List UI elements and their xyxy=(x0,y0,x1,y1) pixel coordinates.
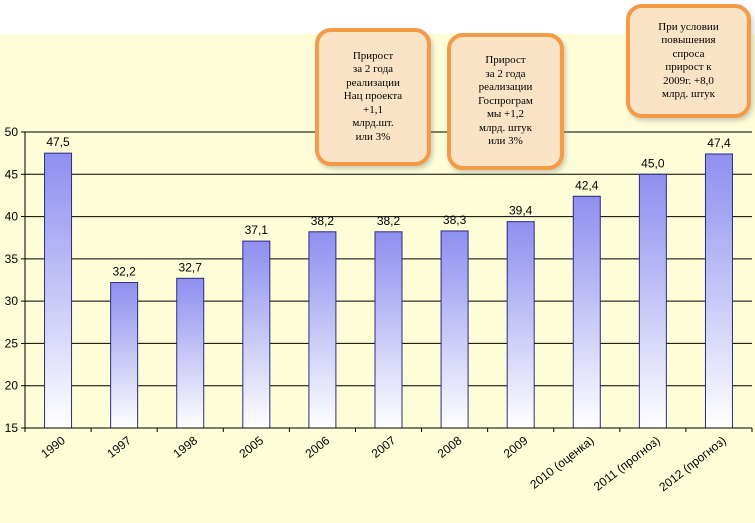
data-label: 38,2 xyxy=(311,214,335,228)
x-tick-label: 2008 xyxy=(435,433,465,461)
y-tick-label: 25 xyxy=(5,336,19,350)
bar-2006 xyxy=(308,231,337,429)
callout-nat-project: Прирост за 2 года реализации Нац проекта… xyxy=(315,28,431,166)
y-tick-label: 40 xyxy=(5,210,19,224)
data-label: 32,2 xyxy=(112,265,136,279)
x-tick-label: 2010 (оценка) xyxy=(527,433,596,491)
bar-1990 xyxy=(44,152,73,429)
callout-state-program: Прирост за 2 года реализации Госпрограм … xyxy=(447,33,564,170)
x-tick-label: 1997 xyxy=(104,433,134,461)
x-tick-label: 2007 xyxy=(369,433,399,461)
y-tick-label: 35 xyxy=(5,252,19,266)
x-tick-label: 2006 xyxy=(303,433,333,461)
x-tick-label: 1990 xyxy=(38,433,68,461)
callout-demand-increase: При условии повышения спроса прирост к 2… xyxy=(626,4,751,118)
x-tick-label: 2012 (прогноз) xyxy=(656,433,728,494)
bar-2012 (прогноз) xyxy=(704,153,733,429)
bar-1998 xyxy=(176,277,205,429)
y-tick-label: 45 xyxy=(5,167,19,181)
data-label: 32,7 xyxy=(179,260,203,274)
bar-2009 xyxy=(506,221,535,429)
bar-1997 xyxy=(110,282,139,429)
data-label: 37,1 xyxy=(245,223,269,237)
data-label: 42,4 xyxy=(575,178,599,192)
x-tick-label: 2011 (прогноз) xyxy=(591,433,663,493)
data-label: 38,3 xyxy=(443,213,467,227)
x-tick-label: 2009 xyxy=(501,433,531,461)
data-label: 47,4 xyxy=(707,136,731,150)
bar-2007 xyxy=(374,231,403,429)
data-label: 38,2 xyxy=(377,214,401,228)
y-tick-label: 30 xyxy=(5,294,19,308)
bar-2008 xyxy=(440,230,469,429)
data-label: 45,0 xyxy=(641,156,665,170)
data-label: 39,4 xyxy=(509,204,533,218)
x-tick-label: 1998 xyxy=(170,433,200,461)
x-tick-label: 2005 xyxy=(237,433,267,461)
y-tick-label: 15 xyxy=(5,421,19,435)
data-label: 47,5 xyxy=(46,135,70,149)
y-tick-label: 20 xyxy=(5,379,19,393)
bar-2010 (оценка) xyxy=(572,195,601,429)
y-tick-label: 50 xyxy=(5,125,19,139)
bar-2011 (прогноз) xyxy=(638,173,667,429)
bar-2005 xyxy=(242,240,271,429)
